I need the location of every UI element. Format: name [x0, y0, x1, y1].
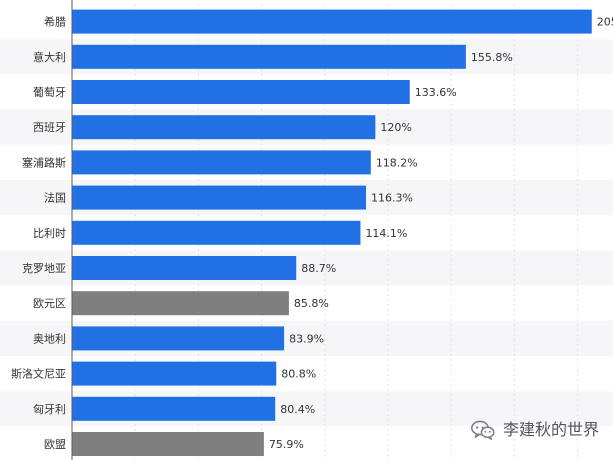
category-label: 希腊: [44, 15, 66, 29]
bar: [72, 256, 297, 280]
value-label: 80.4%: [280, 403, 315, 416]
value-label: 114.1%: [365, 227, 407, 240]
category-label: 塞浦路斯: [22, 155, 66, 169]
category-label: 克罗地亚: [22, 262, 66, 275]
value-label: 205.6%: [597, 16, 613, 29]
watermark: 李建秋的世界: [469, 418, 599, 442]
value-label: 85.8%: [294, 297, 329, 310]
bar: [72, 150, 371, 175]
bar: [72, 80, 410, 104]
category-label: 匈牙利: [33, 402, 66, 416]
category-label: 奥地利: [33, 331, 66, 345]
value-label: 88.7%: [301, 262, 336, 275]
bar: [72, 326, 285, 351]
bar: [72, 185, 367, 210]
bar: [72, 396, 276, 421]
category-label: 欧元区: [33, 297, 66, 310]
bar: [72, 432, 264, 456]
value-label: 155.8%: [471, 51, 513, 64]
watermark-text: 李建秋的世界: [502, 420, 599, 439]
value-label: 133.6%: [415, 86, 457, 99]
category-label: 葡萄牙: [33, 86, 66, 99]
bar: [72, 220, 361, 245]
bar: [72, 44, 466, 69]
value-label: 75.9%: [269, 438, 304, 451]
category-label: 斯洛文尼亚: [11, 367, 66, 381]
category-label: 西班牙: [33, 121, 66, 134]
value-label: 120%: [380, 121, 411, 134]
bar: [72, 291, 289, 316]
bar: [72, 115, 376, 140]
category-label: 法国: [44, 191, 66, 205]
value-label: 83.9%: [289, 332, 324, 345]
wechat-icon: [470, 420, 495, 440]
category-label: 比利时: [33, 227, 66, 240]
value-label: 118.2%: [376, 156, 418, 169]
category-label: 欧盟: [44, 438, 66, 451]
value-label: 116.3%: [371, 192, 413, 205]
category-label: 意大利: [33, 50, 66, 64]
bar: [72, 361, 277, 386]
value-label: 80.8%: [281, 368, 316, 381]
bar: [72, 9, 592, 34]
